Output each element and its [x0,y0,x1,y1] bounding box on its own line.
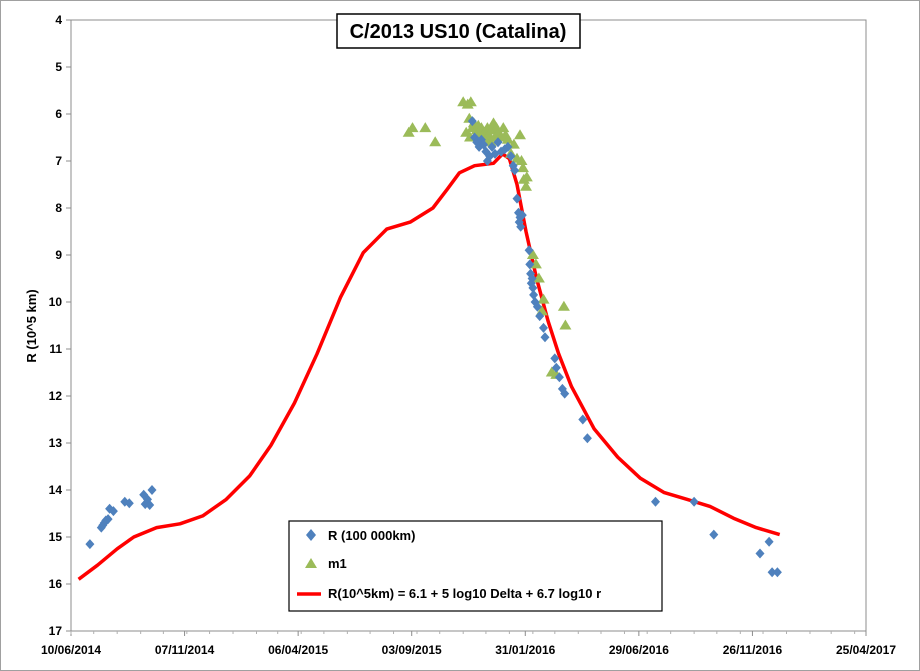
y-tick-label: 7 [55,154,62,168]
x-tick-label: 06/04/2015 [268,643,328,657]
r-point [582,433,592,444]
chart-title: C/2013 US10 (Catalina) [350,21,567,43]
r-point [145,500,155,510]
legend-frame [288,520,663,612]
title-frame [336,13,581,49]
y-tick-label: 9 [55,248,62,262]
r-point [525,259,535,270]
legend: R (100 000km) m1 R(10^5km) = 6.1 + 5 log… [288,520,663,612]
r-point [539,322,548,333]
r-point [85,539,95,550]
r-point [755,548,765,559]
r-point [512,193,522,204]
r-point [503,141,513,152]
m1-point [406,122,419,133]
legend-marker-r [306,529,316,541]
x-axis: 10/06/2014 07/11/2014 06/04/2015 03/09/2015… [41,631,896,657]
m1-point [532,272,545,283]
r-point [651,496,660,507]
x-tick-label: 29/06/2016 [609,643,669,657]
r-point [578,414,588,425]
m1-point [515,155,528,165]
r-point [147,485,157,495]
m1-point [464,96,477,107]
r-point [506,151,516,162]
r-point [554,372,564,383]
y-tick-label: 16 [49,577,63,591]
m1-point [517,162,529,173]
x-tick-label: 25/04/2017 [836,643,896,657]
legend-label-r: R (100 000km) [328,528,415,543]
series-r [85,116,782,578]
r-point [487,141,497,152]
y-tick-label: 11 [49,342,62,356]
y-tick-label: 10 [49,295,63,309]
r-point [493,137,503,148]
r-point [124,498,134,509]
y-tick-label: 15 [49,530,63,544]
r-point [550,353,560,364]
r-point [527,273,537,284]
r-point [551,362,561,373]
r-point [467,116,477,127]
legend-label-model: R(10^5km) = 6.1 + 5 log10 Delta + 6.7 lo… [328,586,601,601]
x-tick-label: 03/09/2015 [382,643,442,657]
m1-point [526,249,539,259]
r-point [767,567,777,578]
r-point [108,506,118,517]
y-tick-label: 5 [55,60,62,74]
r-point [532,301,542,312]
x-tick-label: 07/11/2014 [155,643,215,657]
m1-point [520,171,533,182]
r-point [517,210,527,221]
y-tick-label: 12 [49,389,63,403]
m1-point [429,136,442,147]
y-tick-label: 4 [55,13,62,27]
m1-point [514,129,526,140]
r-point [528,282,538,293]
model-curve [77,152,781,581]
legend-marker-m1 [305,558,317,568]
m1-point [557,300,570,311]
m1-point [419,122,432,133]
r-point [764,536,774,547]
y-tick-label: 17 [49,624,63,638]
r-point [516,221,526,232]
r-point [524,245,534,256]
x-tick-label: 10/06/2014 [41,643,101,657]
r-point [709,529,719,540]
r-point [540,332,550,343]
y-tick-label: 6 [55,107,62,121]
m1-point [537,293,550,304]
r-point [510,165,520,176]
r-point [529,289,539,300]
x-tick-label: 31/01/2016 [495,643,555,657]
m1-point [501,133,514,144]
y-axis-title: R (10^5 km) [24,289,39,362]
x-tick-label: 26/11/2016 [723,643,783,657]
m1-point [520,180,532,191]
m1-point [497,122,510,133]
m1-point [559,319,572,330]
r-point [689,496,699,507]
r-point [535,311,545,322]
r-point [560,388,570,399]
y-tick-label: 13 [49,436,63,450]
y-tick-label: 14 [49,483,63,497]
y-tick-label: 8 [55,201,62,215]
r-point [772,567,782,578]
y-axis: 4 5 6 7 8 9 10 11 12 13 14 15 16 17 [49,13,71,638]
chart-title-box: C/2013 US10 (Catalina) [336,13,581,49]
legend-label-m1: m1 [328,556,347,571]
r-point [103,514,113,525]
